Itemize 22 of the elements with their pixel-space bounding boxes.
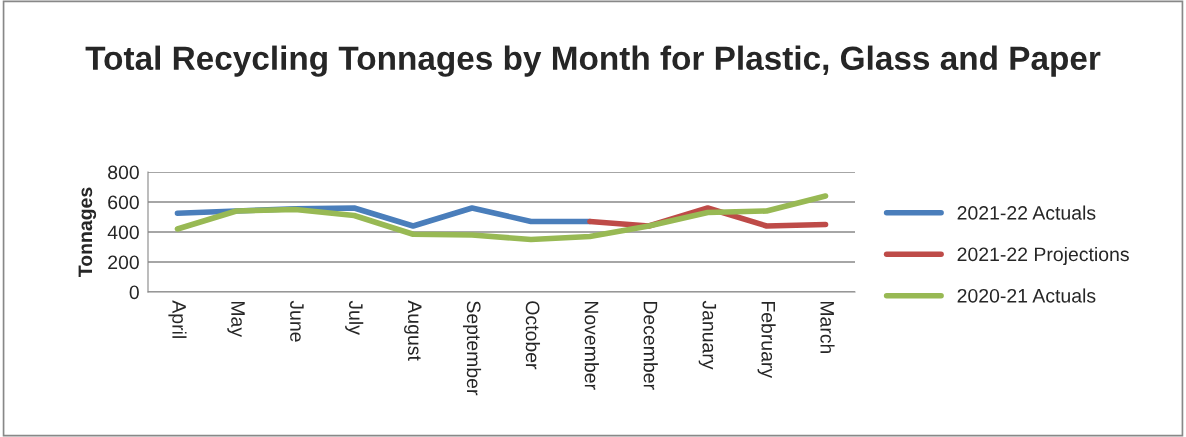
x-tick-label: June xyxy=(290,300,304,342)
x-tick-label: December xyxy=(643,301,658,390)
x-tick-label: October xyxy=(525,301,541,370)
x-tick-label: July xyxy=(345,300,364,335)
legend-label: 2020-21 Actuals xyxy=(957,288,1096,303)
x-tick-label: February xyxy=(757,301,776,379)
y-tick-label: 600 xyxy=(108,195,139,210)
x-tick-label: September xyxy=(462,301,482,396)
x-tick-label: January xyxy=(698,300,717,370)
legend-label: 2021-22 Actuals xyxy=(957,205,1096,220)
y-tick-label: 0 xyxy=(129,285,139,300)
x-tick-label: August xyxy=(404,300,422,361)
legend-label: 2021-22 Projections xyxy=(957,246,1129,266)
x-tick-label: May xyxy=(227,301,245,338)
y-tick-label: 400 xyxy=(107,225,139,240)
chart-title: Total Recycling Tonnages by Month for Plastic, Glass and Paper xyxy=(85,45,1101,77)
y-axis-title: Tonnages xyxy=(78,187,97,277)
y-tick-label: 800 xyxy=(108,165,139,180)
x-tick-label: November xyxy=(584,301,599,390)
x-tick-label: March xyxy=(820,301,835,354)
x-tick-label: April xyxy=(168,300,187,338)
y-tick-label: 200 xyxy=(108,255,139,270)
